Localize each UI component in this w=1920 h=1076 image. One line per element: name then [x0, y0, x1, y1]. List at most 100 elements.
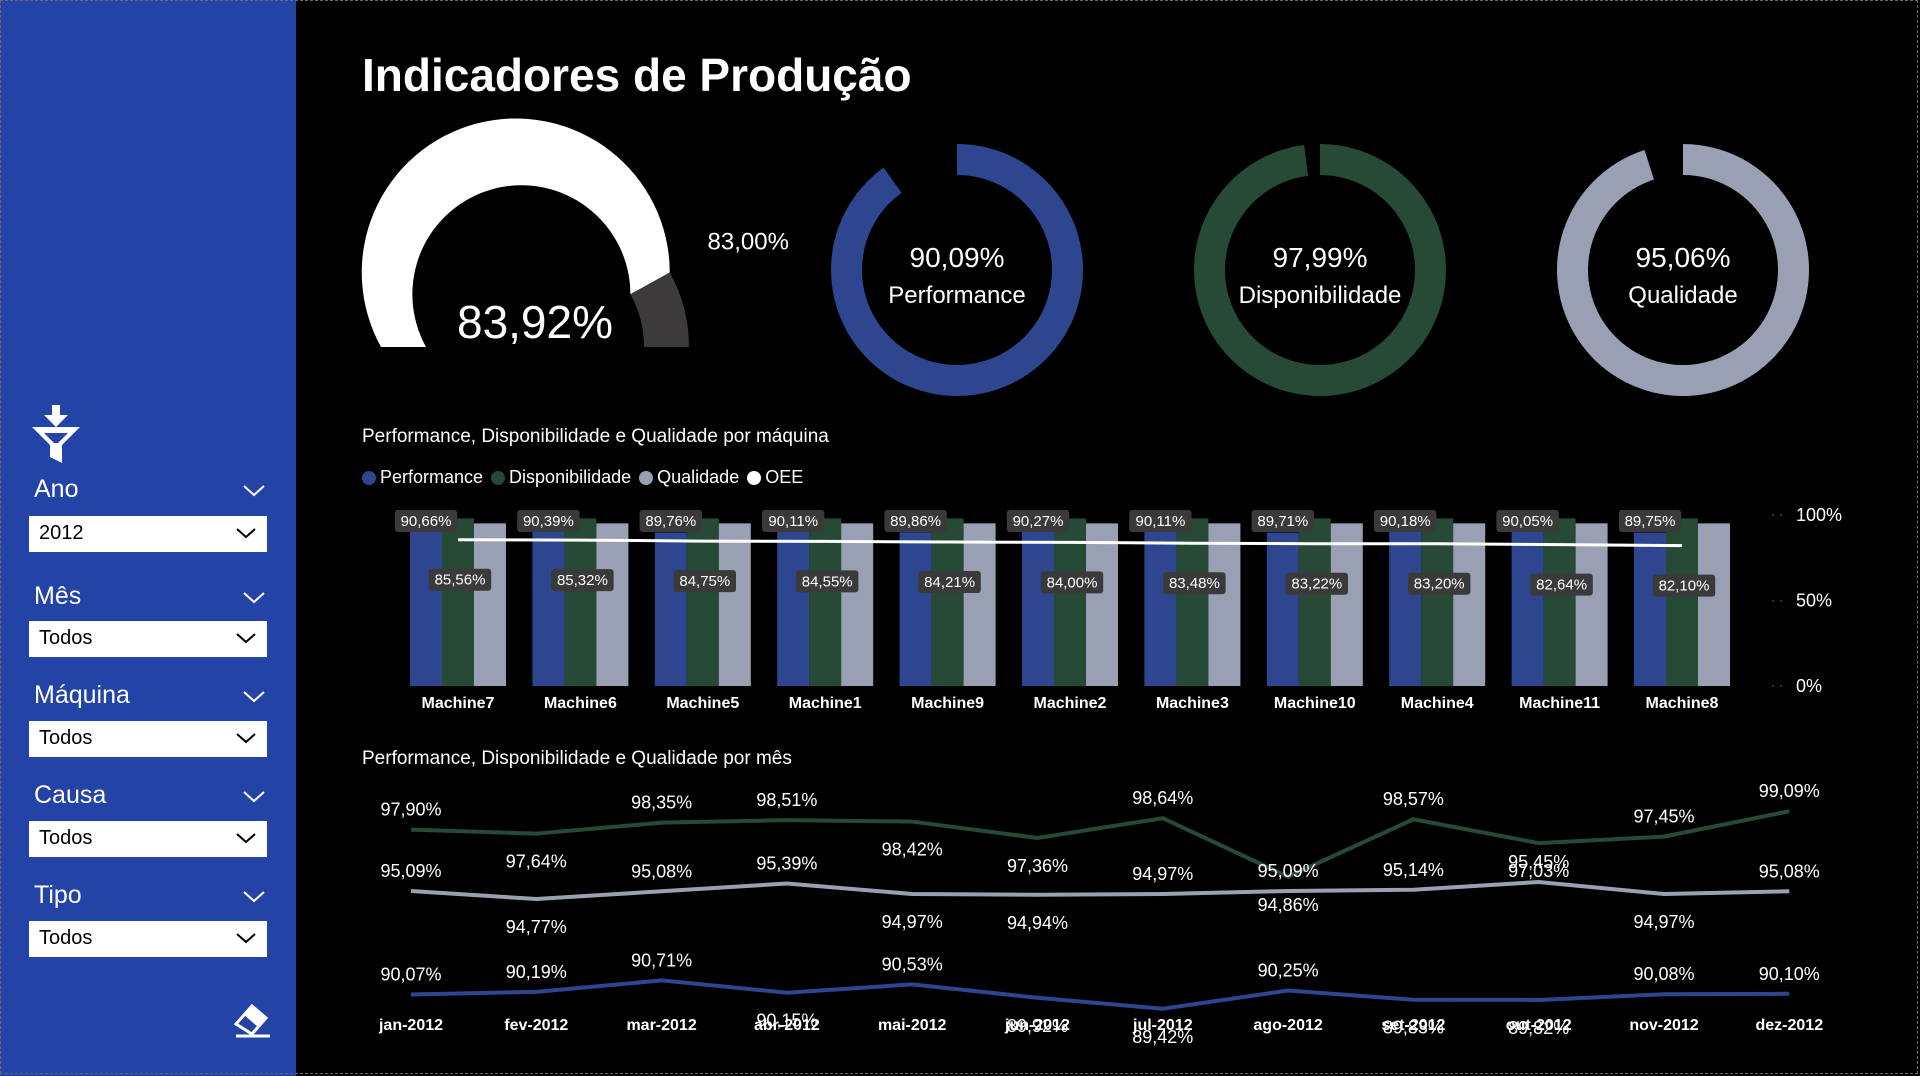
bar-disponibilidade[interactable]: [1054, 518, 1086, 686]
bar-chart-legend: Performance Disponibilidade Qualidade OE…: [362, 467, 803, 488]
slicer-dropdown-mes[interactable]: Todos: [29, 621, 267, 657]
legend-item-performance[interactable]: Performance: [362, 467, 483, 488]
x-tick-label: out-2012: [1506, 1017, 1572, 1034]
data-label-performance: 90,15%: [756, 1011, 817, 1031]
performance-data-label-bg: [1618, 510, 1682, 532]
bar-performance[interactable]: [1022, 531, 1054, 686]
bar-performance[interactable]: [1634, 532, 1666, 686]
bar-disponibilidade[interactable]: [1176, 518, 1209, 686]
bar-performance[interactable]: [532, 531, 565, 686]
oee-data-label-bg: [918, 571, 981, 594]
chevron-down-icon[interactable]: [240, 483, 268, 499]
x-tick-label: Machine10: [1274, 695, 1356, 712]
data-label-disponibilidade: 97,90%: [380, 800, 441, 820]
bar-performance[interactable]: [777, 531, 810, 686]
oee-line: [457, 538, 1683, 548]
data-label-performance: 89,83%: [1383, 1018, 1444, 1038]
chevron-down-icon: [236, 733, 256, 744]
slicer-dropdown-maquina[interactable]: Todos: [29, 721, 267, 757]
bar-performance[interactable]: [1266, 532, 1299, 686]
x-tick-label: nov-2012: [1629, 1017, 1698, 1034]
oee-data-label: 84,21%: [924, 574, 975, 591]
slicer-label-mes: Mês: [34, 582, 82, 610]
data-label-disponibilidade: 98,42%: [882, 840, 943, 860]
bar-qualidade[interactable]: [1698, 523, 1730, 686]
legend-label: Performance: [380, 467, 484, 487]
bar-disponibilidade[interactable]: [1298, 518, 1331, 686]
slicer-label-ano: Ano: [34, 475, 79, 503]
bar-performance[interactable]: [1144, 531, 1177, 686]
legend-item-qualidade[interactable]: Qualidade: [639, 467, 739, 488]
donut-ring-performance: [830, 144, 1083, 396]
bar-performance[interactable]: [654, 532, 687, 686]
bar-disponibilidade[interactable]: [1666, 518, 1698, 686]
bar-disponibilidade[interactable]: [686, 518, 719, 686]
chevron-down-icon[interactable]: [240, 689, 268, 705]
line-disponibilidade[interactable]: [410, 809, 1790, 879]
data-label-performance: 90,25%: [1258, 961, 1319, 981]
chevron-down-icon[interactable]: [240, 590, 268, 606]
bar-disponibilidade[interactable]: [1543, 518, 1576, 686]
line-performance[interactable]: [410, 978, 1790, 1011]
bar-qualidade[interactable]: [1575, 523, 1608, 686]
performance-data-label-bg: [1129, 510, 1192, 532]
bar-disponibilidade[interactable]: [564, 518, 597, 686]
slicer-dropdown-ano[interactable]: 2012: [29, 516, 267, 552]
oee-data-label-bg: [1163, 572, 1226, 595]
bar-qualidade[interactable]: [963, 523, 996, 686]
performance-data-label-bg: [639, 510, 702, 532]
eraser-icon[interactable]: [234, 998, 272, 1038]
funnel-icon[interactable]: [30, 405, 82, 465]
data-label-qualidade: 95,14%: [1383, 860, 1444, 880]
data-label-performance: 89,92%: [1007, 1016, 1068, 1036]
x-tick-label: Machine1: [789, 695, 862, 712]
data-label-disponibilidade: 97,64%: [506, 852, 567, 872]
bar-disponibilidade[interactable]: [442, 518, 474, 686]
line-qualidade[interactable]: [410, 879, 1790, 902]
bar-performance[interactable]: [899, 532, 932, 686]
line-chart-title: Performance, Disponibilidade e Qualidade…: [362, 748, 792, 769]
oee-data-label: 83,48%: [1169, 575, 1220, 592]
filter-sidebar: Ano 2012 Mês Todos Máquina Todos Causa Todos Tip…: [0, 0, 296, 1076]
chevron-down-icon[interactable]: [240, 889, 268, 905]
x-tick-label: Machine11: [1519, 695, 1600, 712]
data-label-qualidade: 95,08%: [1759, 861, 1820, 881]
x-tick-label: Machine5: [666, 695, 739, 712]
chevron-down-icon[interactable]: [240, 789, 268, 805]
oee-data-label: 85,56%: [435, 572, 486, 589]
bar-qualidade[interactable]: [718, 523, 751, 686]
slicer-dropdown-causa[interactable]: Todos: [29, 821, 267, 857]
bar-disponibilidade[interactable]: [1421, 518, 1454, 686]
legend-item-disponibilidade[interactable]: Disponibilidade: [491, 467, 631, 488]
chevron-down-icon: [236, 933, 256, 944]
data-label-qualidade: 95,39%: [756, 854, 817, 874]
oee-data-label-bg: [1040, 571, 1104, 594]
bar-qualidade[interactable]: [1208, 523, 1241, 686]
data-label-performance: 90,53%: [882, 954, 943, 974]
page-title: Indicadores de Produção: [362, 49, 912, 101]
bar-qualidade[interactable]: [1453, 523, 1486, 686]
performance-data-label: 90,18%: [1380, 513, 1431, 530]
slicer-label-tipo: Tipo: [34, 881, 82, 909]
bar-performance[interactable]: [1389, 531, 1422, 686]
bar-performance[interactable]: [410, 530, 442, 686]
oee-data-label-bg: [428, 568, 492, 591]
legend-item-oee[interactable]: OEE: [747, 467, 803, 488]
slicer-dropdown-tipo[interactable]: Todos: [29, 921, 267, 957]
y-tick-dots: · ·: [1771, 593, 1783, 608]
bar-disponibilidade[interactable]: [931, 518, 964, 686]
bar-qualidade[interactable]: [1086, 523, 1118, 686]
performance-data-label-bg: [762, 510, 825, 532]
y-tick-label: 100%: [1796, 505, 1842, 525]
bar-performance[interactable]: [1511, 532, 1544, 686]
gauge-title: OEE: [510, 151, 561, 178]
x-tick-label: abr-2012: [754, 1017, 820, 1034]
bar-qualidade[interactable]: [841, 523, 874, 686]
bar-qualidade[interactable]: [596, 523, 629, 686]
bar-qualidade[interactable]: [1330, 523, 1363, 686]
bar-qualidade[interactable]: [474, 523, 506, 686]
data-label-performance: 90,10%: [1759, 964, 1820, 984]
performance-data-label-bg: [1374, 510, 1437, 532]
data-label-performance: 90,71%: [631, 950, 692, 970]
bar-disponibilidade[interactable]: [809, 518, 842, 686]
